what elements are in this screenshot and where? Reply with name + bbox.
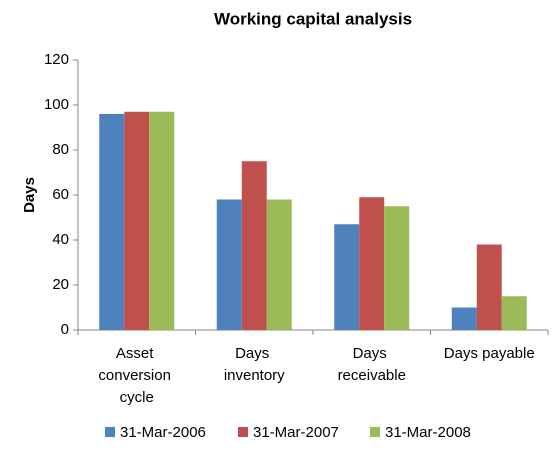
bar (334, 224, 360, 330)
bar (124, 111, 150, 330)
chart-title: Working capital analysis (214, 9, 412, 28)
y-tick-label: 100 (44, 96, 69, 113)
bar (476, 244, 502, 330)
legend-label: 31-Mar-2007 (253, 424, 339, 441)
y-tick-label: 120 (44, 51, 69, 68)
bar (384, 206, 410, 330)
bar (451, 307, 477, 330)
legend-swatch (105, 427, 115, 437)
y-tick-label: 40 (52, 231, 69, 248)
bar (266, 199, 292, 330)
bar (501, 296, 527, 330)
legend-swatch (238, 427, 248, 437)
y-tick-label: 20 (52, 276, 69, 293)
x-tick-label: Asset conversion cycle (98, 345, 175, 406)
x-tick-label: Days payable (444, 345, 535, 362)
x-tick-label: Days receivable (338, 345, 406, 384)
y-tick-label: 0 (61, 321, 69, 338)
bar (359, 197, 385, 330)
legend-swatch (370, 427, 380, 437)
x-tick-label: Days inventory (224, 345, 285, 384)
bar (216, 199, 242, 330)
y-tick-label: 80 (52, 141, 69, 158)
bar (241, 161, 267, 330)
legend-label: 31-Mar-2008 (385, 424, 471, 441)
bar (99, 114, 125, 330)
y-axis-label: Days (21, 177, 38, 213)
y-tick-label: 60 (52, 186, 69, 203)
bar (149, 111, 175, 330)
legend-label: 31-Mar-2006 (120, 424, 206, 441)
